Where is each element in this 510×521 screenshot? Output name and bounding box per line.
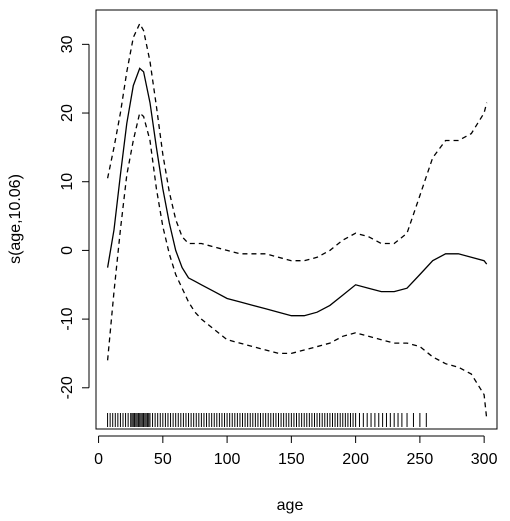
x-tick-label: 0 bbox=[94, 451, 103, 468]
x-tick-label: 100 bbox=[214, 451, 241, 468]
y-tick-label: 10 bbox=[59, 173, 76, 191]
curves-layer bbox=[106, 22, 488, 419]
upper-confidence-band bbox=[106, 22, 488, 262]
smooth-curve bbox=[106, 67, 488, 317]
x-tick-label: 150 bbox=[278, 451, 305, 468]
y-tick-label: -20 bbox=[59, 376, 76, 399]
y-tick-label: 0 bbox=[59, 246, 76, 255]
x-tick-label: 50 bbox=[154, 451, 172, 468]
y-tick-label: 30 bbox=[59, 35, 76, 53]
x-axis-title: age bbox=[277, 497, 304, 514]
y-axis-title: s(age,10.06) bbox=[7, 174, 24, 264]
y-tick-label: -10 bbox=[59, 307, 76, 330]
lower-confidence-band bbox=[106, 111, 488, 419]
plot-box bbox=[95, 9, 498, 430]
x-tick-label: 200 bbox=[342, 451, 369, 468]
x-axis: 0 50 100 150 200 250 300 bbox=[94, 435, 498, 468]
x-tick-label: 250 bbox=[407, 451, 434, 468]
x-tick-label: 300 bbox=[471, 451, 498, 468]
y-axis: -20 -10 0 10 20 30 bbox=[59, 35, 90, 399]
rug-layer bbox=[107, 413, 427, 427]
y-tick-label: 20 bbox=[59, 104, 76, 122]
